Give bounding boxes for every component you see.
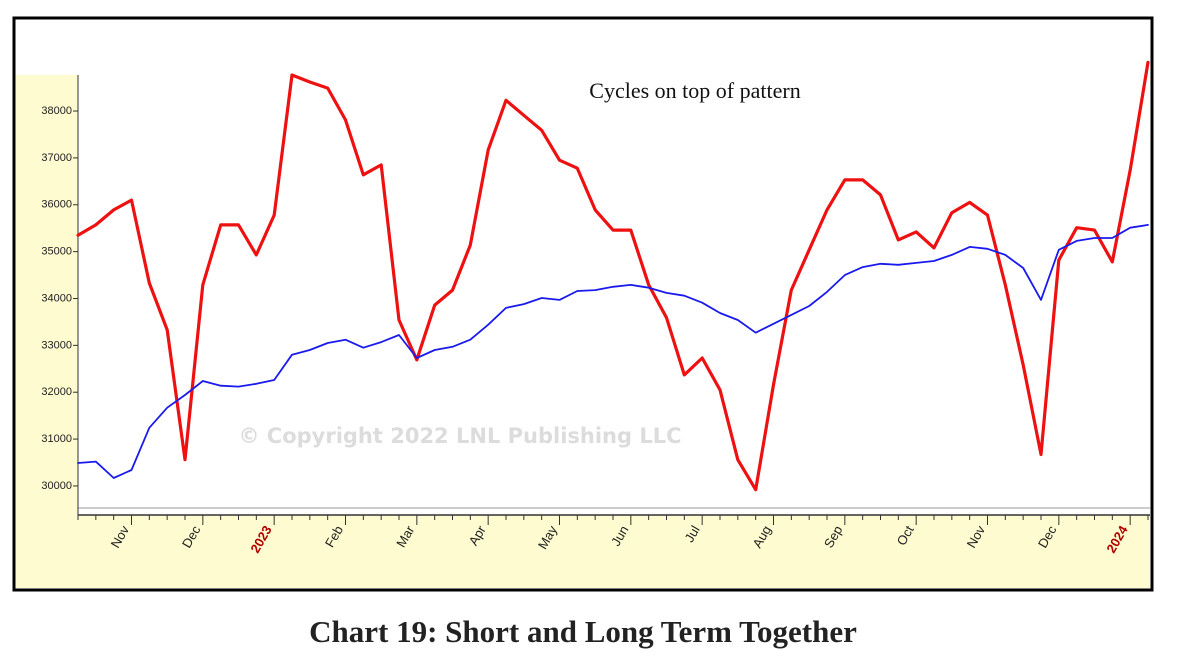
y-tick-label: 32000 xyxy=(41,386,72,398)
caption: Chart 19: Short and Long Term Together xyxy=(309,614,857,649)
x-axis-band xyxy=(16,515,1150,588)
y-tick-label: 38000 xyxy=(41,105,72,117)
y-tick-label: 34000 xyxy=(41,292,72,304)
y-tick-label: 36000 xyxy=(41,199,72,211)
watermark: © Copyright 2022 LNL Publishing LLC xyxy=(238,424,681,448)
chart-frame xyxy=(12,16,1154,592)
y-axis-band xyxy=(16,75,78,587)
series-line xyxy=(77,224,1149,479)
y-tick-label: 31000 xyxy=(41,433,72,445)
series-line xyxy=(76,60,1150,492)
y-tick-label: 30000 xyxy=(41,480,72,492)
y-tick-label: 33000 xyxy=(41,339,72,351)
y-tick-label: 35000 xyxy=(41,246,72,258)
x-tick-label: Jul xyxy=(681,523,702,545)
y-tick-label: 37000 xyxy=(41,152,72,164)
chart-title: Cycles on top of pattern xyxy=(589,78,800,103)
